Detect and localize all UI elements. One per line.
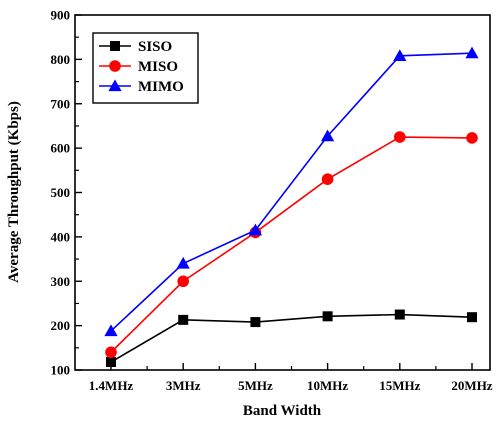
data-point-mimo	[104, 324, 118, 337]
data-point-siso	[322, 311, 333, 322]
series-line-mimo	[110, 52, 473, 332]
y-tick-label: 200	[51, 318, 71, 333]
legend-marker-mimo	[108, 79, 122, 92]
x-tick-label: 3MHz	[166, 378, 201, 393]
axis-ticks: 100 200 300 400 500 600 700 800 900 1.4MHz 3MHz 5MH…	[51, 8, 493, 394]
data-point-siso	[394, 309, 405, 320]
y-tick-label: 300	[51, 274, 71, 289]
data-point-mimo	[393, 49, 407, 61]
x-tick-label: 5MHz	[238, 378, 273, 393]
legend-label-miso: MISO	[138, 59, 178, 75]
y-tick-label: 800	[51, 52, 71, 67]
data-point-mimo	[248, 223, 262, 236]
data-point-miso	[177, 275, 189, 288]
data-point-siso	[106, 357, 116, 368]
y-tick-label: 100	[51, 363, 71, 378]
y-tick-label: 600	[51, 141, 71, 156]
data-point-miso	[466, 132, 478, 144]
data-point-siso	[467, 312, 477, 323]
legend-label-siso: SISO	[138, 39, 172, 55]
data-point-miso	[394, 131, 406, 143]
data-point-mimo	[465, 46, 479, 59]
legend-marker-miso	[109, 60, 121, 72]
y-tick-label: 500	[51, 185, 71, 200]
x-tick-label: 1.4MHz	[89, 378, 134, 393]
y-axis-label: Average Throughput (Kbps)	[6, 101, 22, 283]
y-tick-label: 900	[51, 8, 71, 23]
x-axis-label: Band Width	[243, 403, 322, 419]
y-tick-label: 700	[51, 96, 71, 111]
series-line-siso	[110, 313, 473, 363]
series-layer	[104, 46, 479, 368]
series-line-miso	[110, 136, 473, 353]
y-tick-label: 400	[51, 229, 71, 244]
data-point-miso	[105, 346, 117, 359]
data-point-miso	[321, 173, 334, 185]
legend-label-mimo: MIMO	[138, 79, 184, 95]
plot-frame	[74, 14, 491, 371]
data-point-mimo	[176, 256, 190, 269]
x-tick-label: 20MHz	[451, 378, 492, 393]
data-point-mimo	[321, 129, 335, 142]
data-point-siso	[250, 317, 261, 328]
data-point-siso	[178, 314, 189, 325]
x-tick-label: 15MHz	[379, 378, 420, 393]
legend-marker-siso	[110, 41, 120, 51]
x-tick-label: 10MHz	[307, 378, 348, 393]
legend: SISO MISO MIMO	[92, 32, 199, 104]
